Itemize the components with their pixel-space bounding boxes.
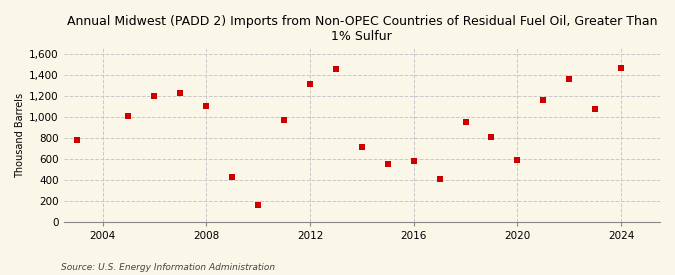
Point [72,138,82,142]
Text: Source: U.S. Energy Information Administration: Source: U.S. Energy Information Administ… [61,263,275,272]
Point [512,158,523,162]
Point [331,67,342,72]
Point [252,203,263,207]
Point [123,113,134,118]
Point [149,94,160,98]
Point [408,159,419,163]
Point [175,91,186,95]
Point [227,175,238,179]
Point [460,120,471,124]
Point [304,82,315,86]
Point [590,107,601,111]
Point [616,66,626,70]
Point [201,104,212,108]
Point [564,77,574,81]
Point [279,118,290,122]
Point [356,145,367,149]
Point [434,177,445,181]
Point [538,98,549,102]
Y-axis label: Thousand Barrels: Thousand Barrels [15,92,25,178]
Point [486,134,497,139]
Point [382,162,393,167]
Title: Annual Midwest (PADD 2) Imports from Non-OPEC Countries of Residual Fuel Oil, Gr: Annual Midwest (PADD 2) Imports from Non… [67,15,657,43]
